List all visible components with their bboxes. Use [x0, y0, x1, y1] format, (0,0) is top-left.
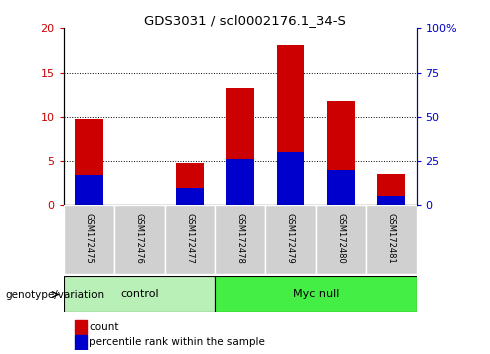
- Bar: [226, 159, 254, 205]
- Bar: [215, 205, 265, 274]
- Text: GSM172480: GSM172480: [337, 213, 345, 264]
- Bar: [366, 205, 416, 274]
- Bar: [75, 175, 103, 205]
- Bar: [277, 45, 304, 205]
- Bar: [165, 205, 215, 274]
- Bar: [64, 205, 114, 274]
- Bar: [215, 276, 416, 312]
- Text: GSM172478: GSM172478: [236, 213, 245, 264]
- Text: GDS3031 / scl0002176.1_34-S: GDS3031 / scl0002176.1_34-S: [144, 14, 346, 27]
- Text: GSM172477: GSM172477: [185, 213, 194, 264]
- Text: percentile rank within the sample: percentile rank within the sample: [89, 337, 265, 347]
- Bar: [176, 188, 203, 205]
- Bar: [114, 205, 165, 274]
- Bar: [377, 175, 405, 205]
- Bar: [316, 205, 366, 274]
- Text: genotype/variation: genotype/variation: [5, 290, 104, 299]
- Bar: [277, 152, 304, 205]
- Text: GSM172475: GSM172475: [84, 213, 94, 264]
- Text: GSM172476: GSM172476: [135, 213, 144, 264]
- Text: GSM172481: GSM172481: [387, 213, 396, 264]
- Bar: [75, 320, 87, 334]
- Text: Myc null: Myc null: [293, 289, 339, 299]
- Bar: [75, 119, 103, 205]
- Bar: [64, 276, 215, 312]
- Bar: [226, 88, 254, 205]
- Bar: [327, 101, 355, 205]
- Bar: [265, 205, 316, 274]
- Text: count: count: [89, 321, 119, 332]
- Bar: [176, 163, 203, 205]
- Bar: [377, 195, 405, 205]
- Bar: [75, 335, 87, 349]
- Text: control: control: [120, 289, 159, 299]
- Bar: [327, 170, 355, 205]
- Text: GSM172479: GSM172479: [286, 213, 295, 264]
